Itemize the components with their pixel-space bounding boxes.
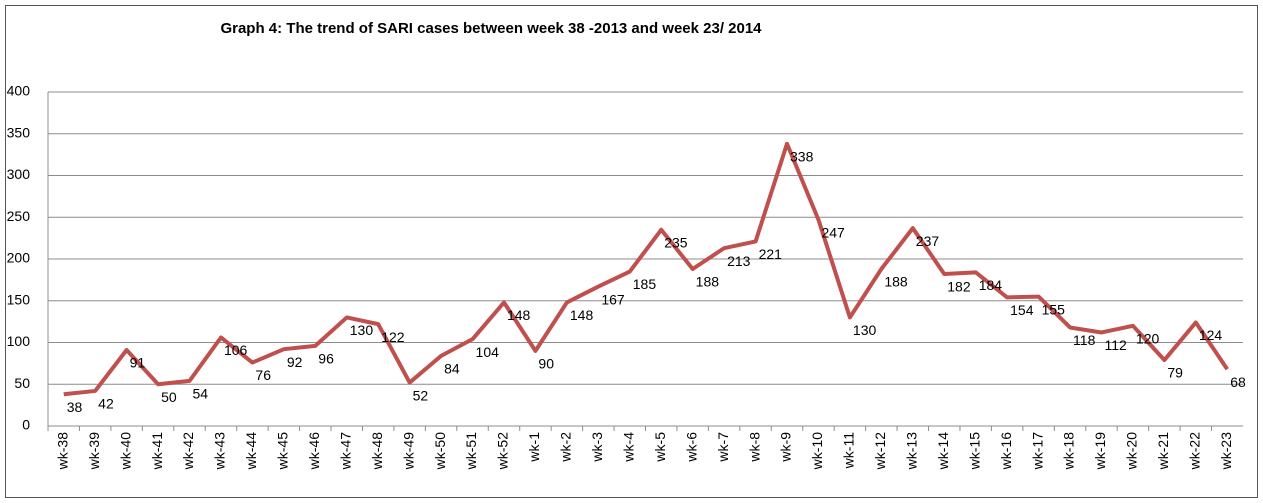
x-tick-label: wk-1	[526, 432, 542, 463]
x-tick-label: wk-41	[149, 432, 165, 471]
x-tick-label: wk-18	[1061, 432, 1077, 471]
x-tick-label: wk-48	[369, 432, 385, 471]
data-label: 106	[224, 342, 248, 358]
x-tick-label: wk-5	[652, 432, 668, 463]
data-label: 338	[790, 148, 814, 164]
y-tick-label: 350	[7, 124, 31, 140]
data-label: 84	[444, 361, 460, 377]
chart-border	[5, 5, 1258, 498]
x-tick-label: wk-17	[1029, 432, 1045, 471]
x-tick-label: wk-52	[495, 432, 511, 471]
x-tick-label: wk-44	[243, 432, 259, 471]
data-label: 91	[130, 355, 146, 371]
data-label: 130	[853, 322, 877, 338]
data-label: 112	[1104, 337, 1127, 353]
y-tick-label: 400	[7, 83, 31, 99]
x-tick-label: wk-20	[1124, 432, 1140, 471]
x-tick-label: wk-22	[1187, 432, 1203, 471]
y-tick-label: 200	[7, 250, 31, 266]
y-tick-label: 50	[14, 375, 30, 391]
data-label: 221	[759, 246, 783, 262]
data-label: 184	[979, 277, 1003, 293]
data-label: 92	[287, 354, 303, 370]
x-tick-label: wk-38	[54, 432, 70, 471]
data-label: 213	[727, 253, 751, 269]
data-label: 52	[413, 387, 429, 403]
data-label: 76	[255, 367, 271, 383]
x-tick-label: wk-11	[841, 432, 857, 470]
data-label: 188	[884, 274, 908, 290]
x-tick-label: wk-45	[275, 432, 291, 471]
data-label: 182	[947, 279, 971, 295]
x-tick-label: wk-19	[1092, 432, 1108, 471]
x-tick-label: wk-9	[778, 432, 794, 463]
x-tick-label: wk-8	[746, 432, 762, 463]
x-tick-label: wk-7	[715, 432, 731, 463]
y-tick-label: 300	[7, 166, 31, 182]
x-tick-label: wk-3	[589, 432, 605, 463]
x-tick-label: wk-39	[86, 432, 102, 471]
y-tick-label: 100	[7, 333, 31, 349]
y-tick-label: 150	[7, 291, 31, 307]
data-label: 155	[1042, 301, 1066, 317]
x-tick-label: wk-12	[872, 432, 888, 471]
x-tick-label: wk-49	[400, 432, 416, 471]
x-tick-label: wk-2	[558, 432, 574, 463]
data-label: 68	[1230, 374, 1246, 390]
data-label: 148	[570, 307, 594, 323]
data-label: 96	[318, 351, 334, 367]
x-tick-label: wk-14	[935, 432, 951, 471]
data-label: 90	[538, 356, 554, 372]
data-label: 120	[1136, 331, 1160, 347]
x-tick-label: wk-21	[1155, 432, 1171, 471]
x-tick-label: wk-16	[998, 432, 1014, 471]
chart-title: Graph 4: The trend of SARI cases between…	[220, 20, 762, 37]
data-label: 38	[67, 399, 83, 415]
x-tick-label: wk-50	[432, 432, 448, 471]
data-label: 42	[98, 396, 114, 412]
data-label: 118	[1073, 332, 1096, 348]
x-tick-label: wk-23	[1218, 432, 1234, 471]
data-label: 154	[1010, 302, 1034, 318]
data-label: 104	[476, 344, 500, 360]
x-tick-label: wk-4	[620, 432, 636, 463]
x-tick-label: wk-47	[337, 432, 353, 471]
x-tick-label: wk-51	[463, 432, 479, 471]
data-label: 130	[350, 322, 374, 338]
data-label: 167	[601, 291, 625, 307]
x-tick-label: wk-10	[809, 432, 825, 471]
y-tick-label: 250	[7, 208, 31, 224]
y-tick-label: 0	[22, 417, 30, 433]
x-tick-label: wk-15	[966, 432, 982, 471]
data-label: 122	[381, 329, 405, 345]
data-label: 235	[664, 234, 688, 250]
data-line	[63, 141, 1229, 397]
data-label: 148	[507, 307, 531, 323]
x-tick-label: wk-6	[683, 432, 699, 463]
x-tick-label: wk-13	[904, 432, 920, 471]
data-label: 185	[633, 276, 657, 292]
x-tick-label: wk-42	[180, 432, 196, 471]
data-label: 247	[821, 224, 845, 240]
data-label: 237	[916, 233, 940, 249]
x-tick-label: wk-46	[306, 432, 322, 471]
x-tick-label: wk-40	[117, 432, 133, 471]
data-label: 79	[1167, 365, 1183, 381]
data-label: 124	[1199, 327, 1223, 343]
x-tick-label: wk-43	[212, 432, 228, 471]
data-label: 50	[161, 389, 177, 405]
data-label: 188	[696, 274, 720, 290]
data-label: 54	[193, 386, 209, 402]
